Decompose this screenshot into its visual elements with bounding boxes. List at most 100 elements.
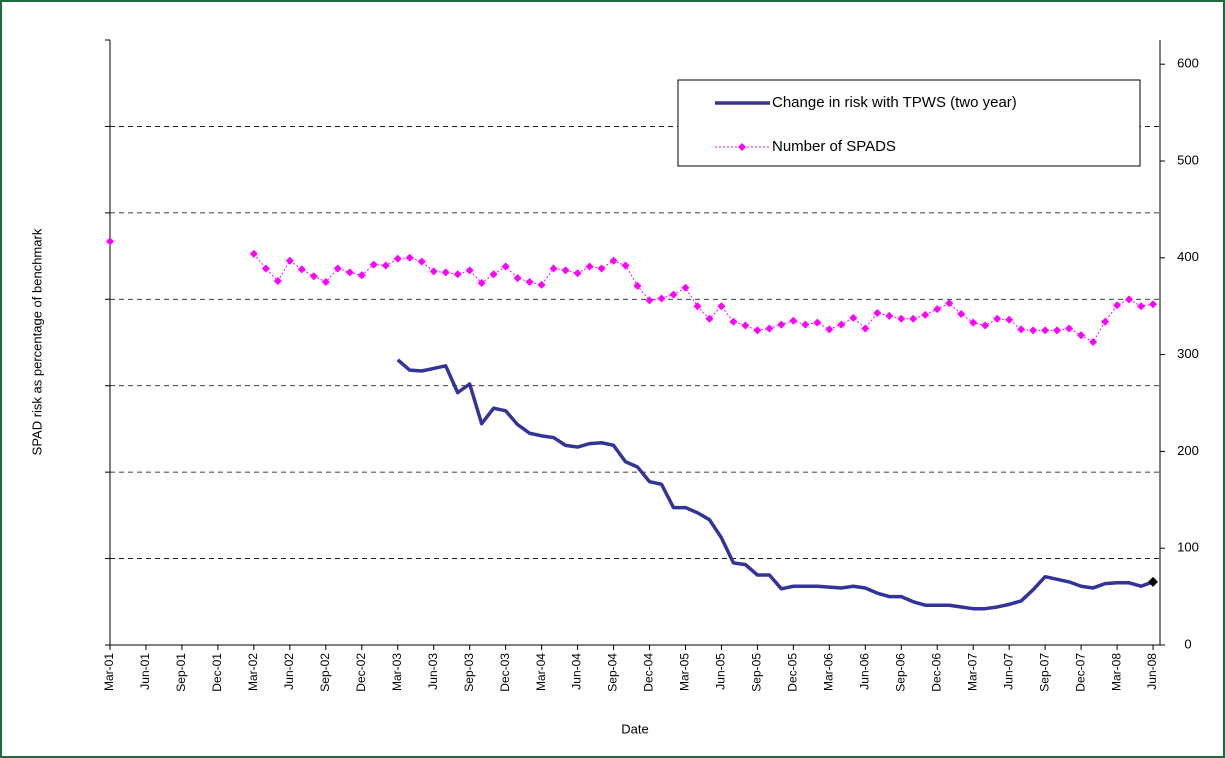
data-point bbox=[405, 253, 414, 262]
x-tick-label: Sep-05 bbox=[750, 653, 764, 692]
x-tick-label: Dec-07 bbox=[1073, 653, 1087, 692]
data-point bbox=[1053, 326, 1062, 335]
data-point bbox=[393, 254, 402, 263]
data-point bbox=[106, 237, 114, 246]
data-point bbox=[981, 321, 990, 330]
x-tick-label: Jun-01 bbox=[138, 653, 152, 690]
data-point bbox=[741, 321, 750, 330]
x-tick-label: Jun-06 bbox=[857, 653, 871, 690]
data-point bbox=[453, 270, 462, 279]
x-tick-label: Dec-02 bbox=[354, 653, 368, 692]
x-tick-label: Jun-03 bbox=[426, 653, 440, 690]
x-tick-label: Dec-04 bbox=[642, 653, 656, 692]
data-point bbox=[633, 281, 642, 290]
data-point bbox=[1101, 317, 1110, 326]
data-point bbox=[993, 314, 1002, 323]
x-tick-label: Jun-04 bbox=[570, 653, 584, 690]
x-tick-label: Mar-08 bbox=[1109, 653, 1123, 691]
data-point bbox=[297, 265, 306, 274]
data-point bbox=[657, 294, 666, 303]
data-point bbox=[465, 266, 474, 275]
x-tick-label: Mar-06 bbox=[822, 653, 836, 691]
x-axis-label: Date bbox=[621, 721, 648, 736]
legend-box bbox=[677, 79, 1141, 167]
data-point bbox=[885, 311, 894, 320]
data-point bbox=[513, 274, 522, 283]
y2-tick-label: 0 bbox=[1184, 636, 1191, 651]
x-tick-label: Sep-06 bbox=[893, 653, 907, 692]
data-point bbox=[249, 249, 258, 258]
y2-tick-label: 100 bbox=[1177, 540, 1199, 555]
x-tick-label: Jun-05 bbox=[714, 653, 728, 690]
data-point bbox=[921, 310, 930, 319]
x-tick-label: Dec-06 bbox=[929, 653, 943, 692]
data-point bbox=[777, 320, 786, 329]
y2-tick-label: 200 bbox=[1177, 443, 1199, 458]
data-point bbox=[801, 320, 810, 329]
x-tick-label: Mar-04 bbox=[534, 653, 548, 691]
x-tick-label: Mar-03 bbox=[390, 653, 404, 691]
data-point bbox=[909, 314, 918, 323]
data-point bbox=[345, 268, 354, 277]
data-point bbox=[537, 280, 546, 289]
data-point bbox=[261, 264, 270, 273]
x-tick-label: Jun-02 bbox=[282, 653, 296, 690]
data-point bbox=[381, 261, 390, 270]
data-point bbox=[729, 317, 738, 326]
data-point bbox=[717, 302, 726, 311]
y2-tick-label: 400 bbox=[1177, 249, 1199, 264]
x-tick-label: Dec-01 bbox=[210, 653, 224, 692]
series-line bbox=[396, 358, 1154, 611]
x-tick-label: Mar-07 bbox=[965, 653, 979, 691]
data-point bbox=[1065, 324, 1074, 333]
x-tick-label: Dec-05 bbox=[786, 653, 800, 692]
y-axis-label: SPAD risk as percentage of benchmark bbox=[29, 228, 44, 455]
end-marker bbox=[1148, 576, 1159, 587]
data-point bbox=[753, 326, 762, 335]
data-point bbox=[945, 299, 954, 308]
x-tick-label: Jun-08 bbox=[1145, 653, 1159, 690]
x-tick-label: Mar-05 bbox=[678, 653, 692, 691]
data-point bbox=[837, 320, 846, 329]
data-point bbox=[813, 318, 822, 327]
data-point bbox=[357, 271, 366, 280]
data-point bbox=[441, 268, 450, 277]
data-point bbox=[585, 262, 594, 271]
data-point bbox=[1137, 302, 1146, 311]
data-point bbox=[273, 277, 282, 286]
data-point bbox=[429, 267, 438, 276]
data-point bbox=[825, 325, 834, 334]
x-tick-label: Sep-03 bbox=[462, 653, 476, 692]
data-point bbox=[609, 256, 618, 265]
data-point bbox=[765, 324, 774, 333]
data-point bbox=[849, 313, 858, 322]
data-point bbox=[369, 260, 378, 269]
data-point bbox=[477, 278, 486, 287]
x-tick-label: Mar-02 bbox=[246, 653, 260, 691]
data-point bbox=[861, 324, 870, 333]
data-point bbox=[645, 296, 654, 305]
data-point bbox=[417, 257, 426, 266]
data-point bbox=[1005, 315, 1014, 324]
data-point bbox=[333, 264, 342, 273]
legend-label: Change in risk with TPWS (two year) bbox=[772, 94, 1017, 111]
data-point bbox=[309, 272, 318, 281]
data-point bbox=[621, 261, 630, 270]
data-point bbox=[321, 278, 330, 286]
data-point bbox=[1149, 300, 1158, 309]
legend-marker bbox=[738, 143, 746, 151]
data-point bbox=[933, 305, 942, 314]
data-point bbox=[525, 278, 534, 286]
data-point bbox=[669, 290, 678, 299]
y2-tick-label: 300 bbox=[1177, 346, 1199, 361]
data-point bbox=[489, 270, 498, 279]
data-point bbox=[501, 262, 510, 271]
y2-tick-label: 500 bbox=[1177, 152, 1199, 167]
data-point bbox=[1125, 295, 1134, 304]
data-point bbox=[1113, 301, 1122, 310]
data-point bbox=[873, 308, 882, 317]
data-point bbox=[573, 269, 582, 278]
legend-label: Number of SPADS bbox=[772, 138, 896, 155]
data-point bbox=[1089, 338, 1098, 347]
